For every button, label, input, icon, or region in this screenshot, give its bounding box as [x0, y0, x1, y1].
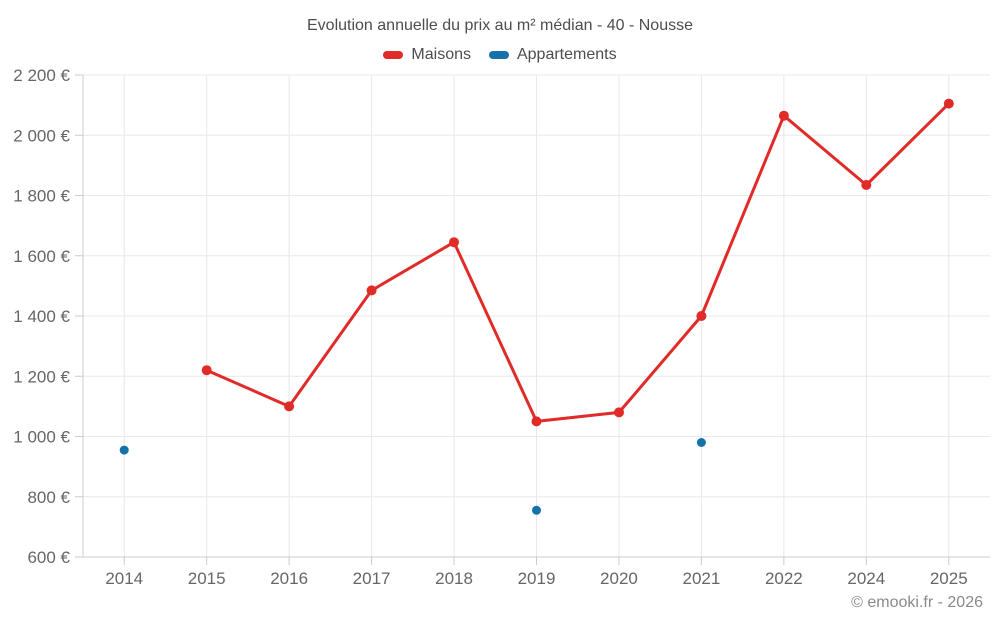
maisons-point-2025[interactable] — [943, 98, 954, 109]
x-tick-label: 2024 — [847, 569, 885, 588]
x-tick-label: 2014 — [105, 569, 143, 588]
y-tick-label: 800 € — [27, 488, 70, 507]
maisons-point-2018[interactable] — [449, 237, 459, 248]
chart-title: Evolution annuelle du prix au m² médian … — [307, 17, 693, 34]
y-tick-label: 1 800 € — [13, 187, 70, 206]
x-tick-label: 2020 — [600, 569, 638, 588]
y-tick-label: 600 € — [27, 548, 70, 567]
legend-item-maisons[interactable]: Maisons — [383, 46, 471, 64]
x-tick-label: 2022 — [765, 569, 803, 588]
x-tick-label: 2018 — [435, 569, 473, 588]
maisons-point-2016[interactable] — [284, 401, 295, 412]
appartements-point-2021[interactable] — [696, 438, 706, 447]
x-tick-label: 2019 — [518, 569, 556, 588]
x-tick-label: 2015 — [188, 569, 226, 588]
maisons-swatch-icon — [383, 51, 404, 59]
maisons-point-2020[interactable] — [614, 407, 624, 418]
maisons-point-2019[interactable] — [531, 416, 542, 427]
y-tick-label: 1 200 € — [13, 367, 70, 386]
maisons-point-2021[interactable] — [696, 311, 707, 321]
x-tick-label: 2017 — [353, 569, 391, 588]
chart-legend: Maisons Appartements — [0, 46, 1000, 64]
appartements-point-2014[interactable] — [119, 445, 129, 455]
legend-label-maisons: Maisons — [411, 46, 471, 63]
maisons-point-2022[interactable] — [778, 110, 789, 121]
legend-label-appartements: Appartements — [516, 46, 617, 63]
y-tick-label: 1 600 € — [13, 247, 70, 266]
y-tick-label: 2 000 € — [13, 126, 70, 145]
y-tick-label: 2 200 € — [13, 66, 70, 85]
maisons-point-2024[interactable] — [861, 180, 872, 190]
maisons-point-2017[interactable] — [366, 285, 377, 296]
x-tick-label: 2021 — [682, 569, 720, 588]
appartements-swatch-icon — [488, 51, 509, 59]
legend-item-appartements[interactable]: Appartements — [488, 46, 617, 64]
maisons-line — [205, 102, 951, 423]
maisons-point-2015[interactable] — [201, 365, 212, 376]
y-tick-label: 1 400 € — [13, 307, 70, 326]
appartements-point-2019[interactable] — [532, 505, 541, 515]
copyright-note: © emooki.fr - 2026 — [851, 594, 983, 611]
x-tick-label: 2016 — [270, 569, 308, 588]
x-tick-label: 2025 — [930, 569, 968, 588]
y-tick-label: 1 000 € — [13, 428, 70, 447]
